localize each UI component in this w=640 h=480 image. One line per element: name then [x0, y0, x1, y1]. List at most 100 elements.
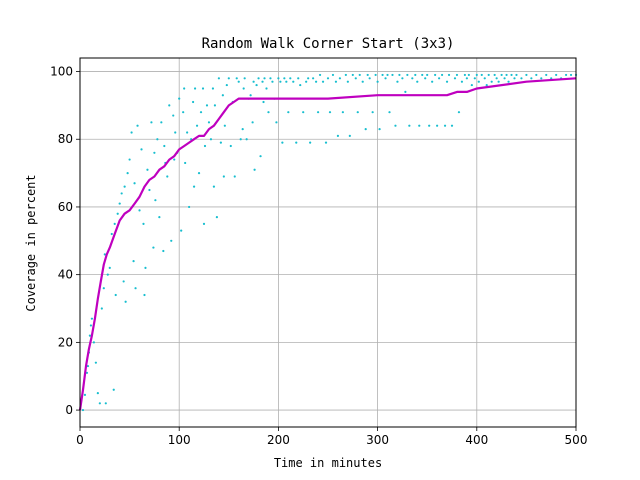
- scatter-point: [86, 364, 90, 368]
- scatter-point: [83, 393, 87, 396]
- scatter-point: [497, 80, 500, 83]
- scatter-point: [338, 77, 342, 80]
- scatter-point: [104, 402, 107, 405]
- scatter-point: [314, 80, 318, 83]
- scatter-point: [394, 124, 397, 127]
- scatter-point: [460, 80, 464, 83]
- scatter-point: [555, 73, 558, 77]
- scatter-point: [316, 111, 320, 114]
- scatter-point: [144, 266, 147, 269]
- scatter-point: [324, 141, 328, 144]
- x-tick-label: 100: [168, 433, 191, 447]
- scatter-point: [457, 111, 461, 114]
- scatter-point: [120, 192, 123, 195]
- scatter-point: [261, 80, 264, 83]
- scatter-point: [118, 202, 121, 205]
- scatter-point: [386, 73, 389, 77]
- scatter-point: [431, 80, 434, 83]
- scatter-point: [477, 80, 480, 83]
- scatter-point: [450, 124, 454, 127]
- scatter-point: [569, 73, 573, 77]
- scatter-point: [336, 134, 340, 137]
- scatter-point: [233, 175, 236, 178]
- scatter-point: [188, 205, 191, 209]
- scatter-point: [443, 124, 447, 127]
- scatter-point: [378, 127, 381, 131]
- scatter-point: [162, 249, 165, 253]
- scatter-point: [205, 104, 209, 107]
- scatter-point: [257, 77, 260, 80]
- scatter-point: [207, 121, 211, 124]
- scatter-point: [183, 87, 186, 90]
- scatter-point: [114, 293, 117, 297]
- scatter-point: [344, 73, 347, 77]
- scatter-point: [289, 77, 292, 80]
- scatter-point: [168, 104, 171, 107]
- scatter-point: [251, 121, 254, 124]
- scatter-point: [90, 317, 94, 320]
- scatter-point: [285, 80, 288, 83]
- y-tick-label: 0: [65, 403, 73, 417]
- scatter-point: [503, 77, 506, 80]
- scatter-point: [401, 77, 404, 80]
- y-tick-label: 20: [58, 335, 73, 349]
- scatter-point: [470, 83, 473, 87]
- x-tick-label: 0: [76, 433, 84, 447]
- scatter-point: [328, 111, 332, 114]
- scatter-point: [564, 73, 568, 77]
- scatter-point: [455, 73, 459, 77]
- scatter-point: [507, 80, 510, 83]
- scatter-point: [480, 73, 483, 77]
- scatter-point: [467, 73, 470, 77]
- scatter-point: [215, 216, 218, 219]
- scatter-point: [500, 73, 503, 77]
- scatter-point: [213, 104, 217, 107]
- scatter-point: [388, 111, 391, 114]
- scatter-point: [540, 77, 543, 80]
- scatter-point: [510, 73, 513, 77]
- scatter-point: [100, 307, 103, 310]
- scatter-point: [178, 97, 181, 100]
- scatter-point: [440, 73, 444, 77]
- scatter-point: [158, 216, 161, 219]
- scatter-point: [203, 144, 207, 148]
- scatter-point: [348, 134, 351, 137]
- scatter-point: [371, 111, 374, 114]
- scatter-point: [299, 83, 302, 87]
- scatter-point: [312, 77, 315, 80]
- scatter-point: [321, 80, 325, 83]
- y-tick-label: 40: [58, 268, 73, 282]
- scatter-point: [81, 408, 85, 412]
- scatter-point: [108, 266, 111, 269]
- scatter-point: [414, 73, 417, 77]
- scatter-point: [221, 94, 224, 97]
- scatter-point: [150, 121, 153, 124]
- scatter-point: [535, 73, 538, 77]
- scatter-point: [408, 124, 411, 127]
- scatter-point: [235, 77, 238, 80]
- scatter-point: [140, 148, 143, 151]
- scatter-point: [295, 141, 298, 144]
- scatter-point: [384, 77, 387, 80]
- scatter-point: [211, 87, 215, 90]
- scatter-point: [123, 185, 126, 188]
- scatter-point: [361, 80, 364, 83]
- scatter-point: [341, 111, 344, 114]
- scatter-point: [277, 77, 280, 80]
- scatter-point: [98, 402, 101, 405]
- scatter-point: [368, 77, 371, 80]
- scatter-point: [138, 209, 141, 212]
- scatter-point: [505, 73, 508, 77]
- scatter-point: [418, 124, 421, 127]
- scatter-point: [438, 77, 441, 80]
- scatter-point: [197, 172, 201, 175]
- scatter-point: [143, 293, 146, 297]
- scatter-point: [287, 111, 290, 114]
- scatter-point: [406, 73, 409, 77]
- scatter-point: [245, 138, 248, 141]
- scatter-point: [252, 80, 255, 83]
- scatter-point: [411, 77, 414, 80]
- scatter-point: [391, 73, 394, 77]
- scatter-point: [485, 83, 488, 87]
- scatter-point: [259, 155, 262, 158]
